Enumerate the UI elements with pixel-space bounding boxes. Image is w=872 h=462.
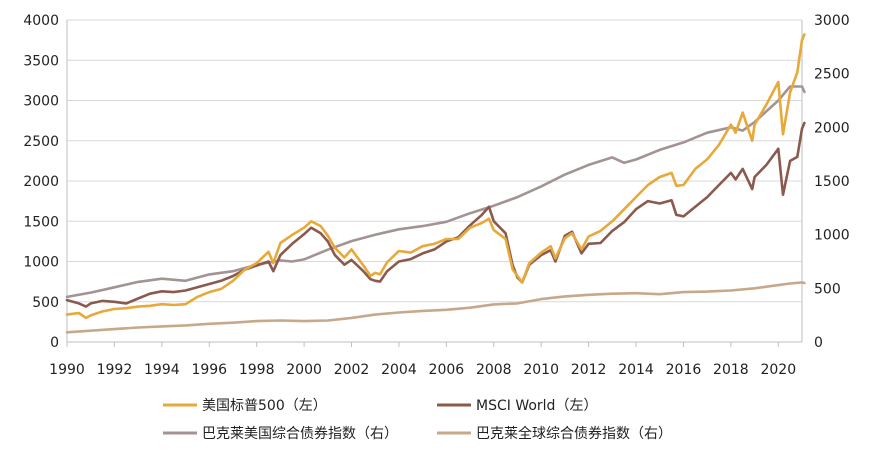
y-left-tick-label: 2500 [23,134,59,150]
axes: 0 500 1000 1500 2000 2500 3000 3500 4000 0 500 1000… [23,13,849,378]
series-line-0 [65,33,806,320]
x-tick-label: 2012 [571,362,607,378]
x-tick-label: 1996 [191,362,227,378]
y-right-tick-label: 2500 [814,67,850,83]
y-left-tick-label: 4000 [23,13,59,29]
x-tick-label: 2010 [523,362,559,378]
series-line-3 [65,281,806,334]
y-left-tick-label: 0 [50,335,59,351]
legend-label-0: 美国标普500（左） [202,398,327,414]
x-tick-label: 2004 [381,362,417,378]
x-tick-label: 1998 [239,362,275,378]
legend-label-1: MSCI World（左） [476,398,597,414]
x-tick-label: 2014 [618,362,654,378]
legend-label-2: 巴克莱美国综合债券指数（右） [202,426,398,442]
y-left-tick-label: 500 [32,295,59,311]
x-tick-label: 2008 [476,362,512,378]
y-left-tick-label: 3000 [23,94,59,110]
series-line-2 [65,85,806,299]
series-lines [65,33,806,334]
y-left-tick-label: 1000 [23,255,59,271]
y-right-tick-label: 3000 [814,13,850,29]
y-right-tick-label: 2000 [814,120,850,136]
series-line-1 [65,121,806,308]
x-tick-label: 1994 [144,362,180,378]
legend-label-3: 巴克莱全球综合债券指数（右） [476,425,672,442]
y-left-tick-label: 3500 [23,53,59,69]
x-tick-label: 2016 [666,362,702,378]
y-right-tick-label: 500 [814,281,841,297]
legend: 美国标普500（左） MSCI World（左） 巴克莱美国综合债券指数（右） 巴克莱… [163,398,672,442]
y-right-tick-label: 1500 [814,174,850,190]
x-tick-label: 2018 [713,362,749,378]
x-tick-label: 1992 [97,362,133,378]
x-tick-label: 2002 [334,362,370,378]
x-tick-label: 2020 [760,362,796,378]
y-right-tick-label: 0 [814,335,823,351]
y-left-tick-label: 1500 [23,214,59,230]
y-left-tick-label: 2000 [23,174,59,190]
grid-lines [67,19,802,303]
x-tick-label: 2000 [286,362,322,378]
x-tick-label: 1990 [49,362,85,378]
y-right-tick-label: 1000 [814,228,850,244]
x-tick-label: 2006 [429,362,465,378]
